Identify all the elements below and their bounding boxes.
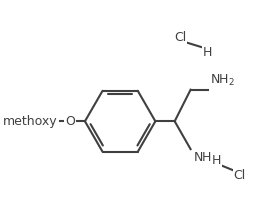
Text: Cl: Cl <box>174 31 187 44</box>
Text: methoxy: methoxy <box>3 115 58 128</box>
Text: NH$_2$: NH$_2$ <box>210 73 235 88</box>
Text: Cl: Cl <box>233 169 246 182</box>
Text: H: H <box>212 154 221 167</box>
Text: O: O <box>65 115 75 128</box>
Text: H: H <box>203 46 212 59</box>
Text: NH$_2$: NH$_2$ <box>193 151 218 166</box>
